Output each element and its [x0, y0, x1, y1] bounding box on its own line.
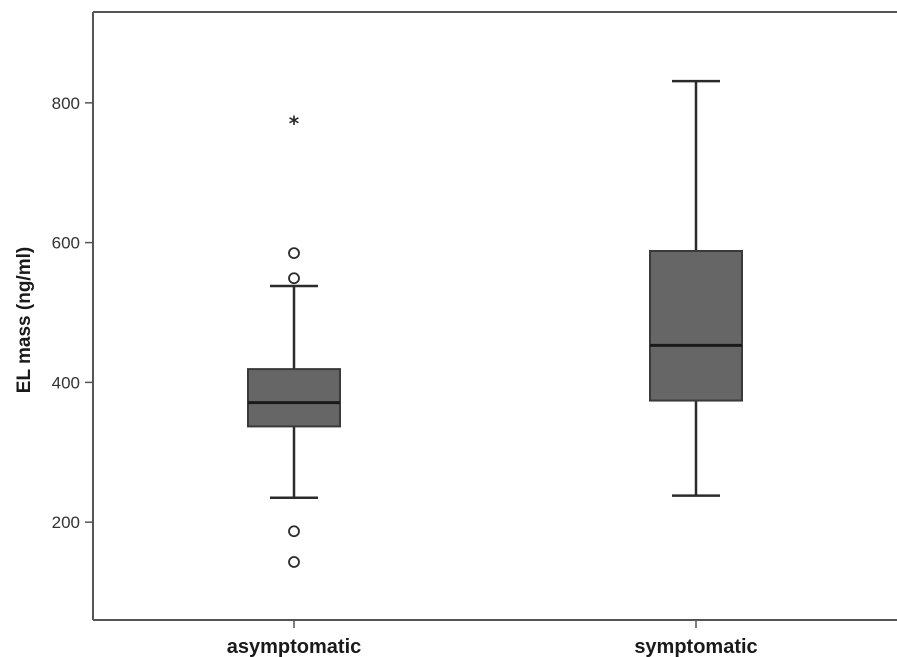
- y-axis-title: EL mass (ng/ml): [14, 247, 35, 393]
- outlier-point-asymptomatic: [288, 272, 300, 285]
- y-tick-label: 600: [52, 234, 80, 253]
- outlier-point-asymptomatic: [288, 525, 300, 538]
- outlier-point-asymptomatic: [288, 556, 300, 568]
- y-tick-label: 200: [52, 513, 80, 532]
- extreme-point-asymptomatic: *: [289, 111, 300, 135]
- y-tick-label: 800: [52, 94, 80, 113]
- x-category-label-symptomatic: symptomatic: [634, 636, 757, 657]
- plot-layer: 200 400 600 800 asymptomatic * symptomatic: [52, 11, 897, 657]
- box-symptomatic: [649, 250, 743, 402]
- y-tick-label: 400: [52, 373, 80, 392]
- x-category-label-asymptomatic: asymptomatic: [227, 636, 362, 657]
- outlier-point-asymptomatic: [288, 247, 300, 260]
- box-asymptomatic: [247, 368, 341, 428]
